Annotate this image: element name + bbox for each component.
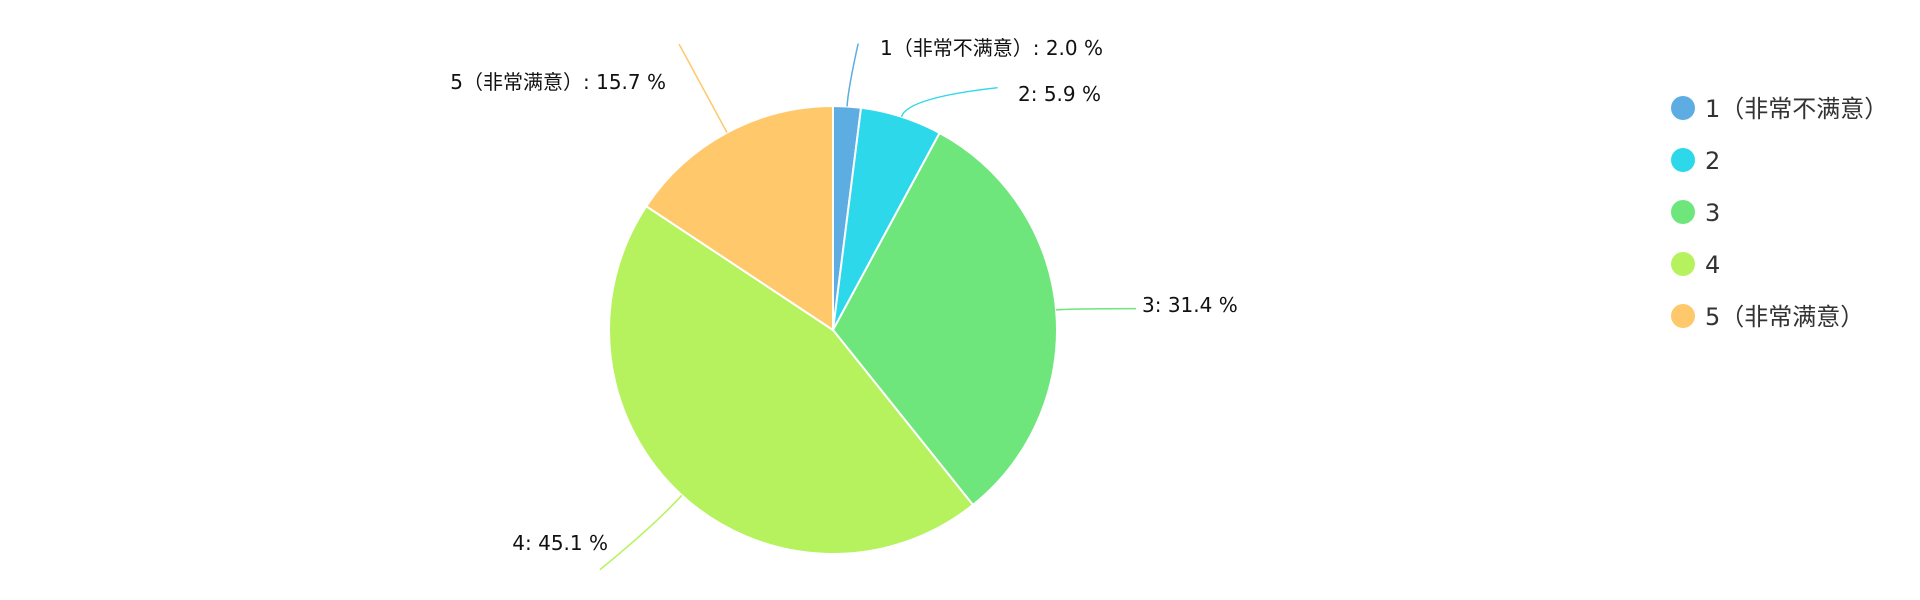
legend-item-4[interactable]: 4	[1671, 251, 1720, 279]
slice-4[interactable]	[608, 204, 975, 555]
leader-lines	[599, 43, 1137, 571]
legend-item-5[interactable]: 5（非常满意）	[1671, 303, 1864, 331]
slice-label-3: 3: 31.4 %	[1142, 293, 1238, 317]
leader-line-1	[846, 43, 859, 107]
legend: 1（非常不满意） 2 3 4 5（非常满意）	[1671, 95, 1888, 331]
legend-swatch-4	[1671, 252, 1695, 276]
leader-line-2	[900, 86, 998, 118]
legend-swatch-1	[1671, 96, 1695, 120]
pie-slices	[608, 104, 1058, 555]
legend-item-1[interactable]: 1（非常不满意）	[1671, 95, 1888, 123]
legend-item-2[interactable]: 2	[1671, 147, 1720, 175]
leader-line-4	[599, 494, 683, 571]
legend-swatch-5	[1671, 304, 1695, 328]
slice-label-1: 1（非常不满意）: 2.0 %	[880, 36, 1103, 60]
legend-label-1: 1（非常不满意）	[1705, 95, 1888, 123]
legend-item-3[interactable]: 3	[1671, 199, 1720, 227]
slice-label-5: 5（非常满意）: 15.7 %	[450, 70, 666, 94]
legend-label-2: 2	[1705, 147, 1720, 175]
leader-line-5	[678, 43, 728, 134]
legend-label-5: 5（非常满意）	[1705, 303, 1864, 331]
legend-swatch-2	[1671, 148, 1695, 172]
slice-labels: 1（非常不满意）: 2.0 % 2: 5.9 % 3: 31.4 % 4: 45.1 …	[450, 36, 1237, 555]
legend-swatch-3	[1671, 200, 1695, 224]
slice-label-4: 4: 45.1 %	[512, 531, 608, 555]
leader-line-3	[1056, 307, 1137, 311]
legend-label-4: 4	[1705, 251, 1720, 279]
legend-label-3: 3	[1705, 199, 1720, 227]
slice-label-2: 2: 5.9 %	[1018, 82, 1101, 106]
